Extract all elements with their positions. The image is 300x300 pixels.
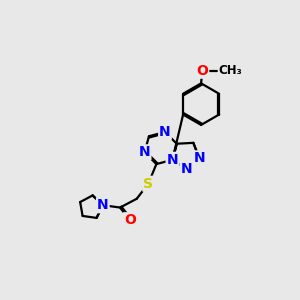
Text: O: O xyxy=(196,64,208,78)
Text: CH₃: CH₃ xyxy=(218,64,242,77)
Text: N: N xyxy=(167,153,178,167)
Text: O: O xyxy=(124,213,136,227)
Text: N: N xyxy=(181,162,192,176)
Text: N: N xyxy=(159,125,171,139)
Text: N: N xyxy=(194,152,205,165)
Text: S: S xyxy=(143,177,153,191)
Text: N: N xyxy=(97,198,109,212)
Text: N: N xyxy=(139,145,150,159)
